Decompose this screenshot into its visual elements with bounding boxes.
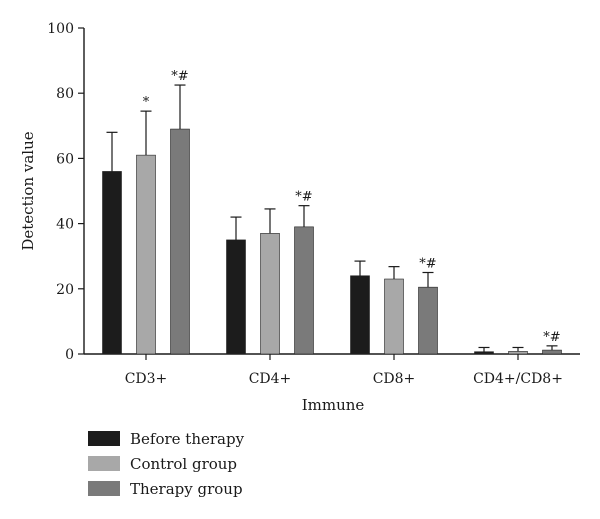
- significance-mark: *#: [295, 190, 312, 205]
- y-tick-label: 0: [65, 347, 74, 363]
- legend-swatch: [88, 481, 120, 496]
- y-tick-label: 60: [56, 151, 74, 167]
- bar: [136, 154, 156, 355]
- significance-mark: *: [143, 95, 150, 110]
- y-axis-title: Detection value: [19, 131, 37, 250]
- significance-mark: *#: [419, 257, 436, 272]
- bar: [294, 226, 314, 355]
- significance-mark: *#: [543, 330, 560, 345]
- legend-swatch: [88, 456, 120, 471]
- bar: [474, 351, 494, 355]
- bar: [226, 239, 246, 355]
- legend: Before therapy Control group Therapy group: [88, 430, 245, 498]
- bar: [170, 128, 190, 355]
- bar: [384, 278, 404, 355]
- significance-mark: *#: [171, 69, 188, 84]
- x-tick-label: CD8+: [373, 371, 416, 387]
- bar: [542, 349, 562, 355]
- legend-swatch: [88, 431, 120, 446]
- x-tick-label: CD3+: [125, 371, 168, 387]
- bar: [508, 351, 528, 355]
- x-axis-title: Immune: [302, 396, 365, 414]
- x-tick-label: CD4+: [249, 371, 292, 387]
- y-tick-label: 100: [47, 21, 74, 37]
- y-tick-label: 40: [56, 217, 74, 233]
- bar: [418, 286, 438, 355]
- bar: [260, 233, 280, 355]
- y-tick-label: 20: [56, 282, 74, 298]
- legend-label: Control group: [130, 455, 237, 473]
- axes: 0 20 40 60 80 100 CD3+ CD4+ CD8+ CD4+/CD8+: [47, 21, 580, 387]
- legend-label: Before therapy: [130, 430, 245, 448]
- legend-label: Therapy group: [130, 480, 243, 498]
- bar: [102, 171, 122, 355]
- bar: [350, 275, 370, 355]
- y-tick-label: 80: [56, 86, 74, 102]
- x-tick-label: CD4+/CD8+: [473, 371, 563, 387]
- bars: * *# *# *# *#: [102, 69, 562, 355]
